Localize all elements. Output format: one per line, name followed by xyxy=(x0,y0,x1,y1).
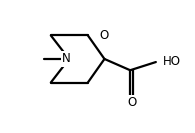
Text: O: O xyxy=(100,29,109,42)
Text: N: N xyxy=(62,53,71,65)
Text: O: O xyxy=(127,96,136,109)
Text: HO: HO xyxy=(163,55,181,68)
